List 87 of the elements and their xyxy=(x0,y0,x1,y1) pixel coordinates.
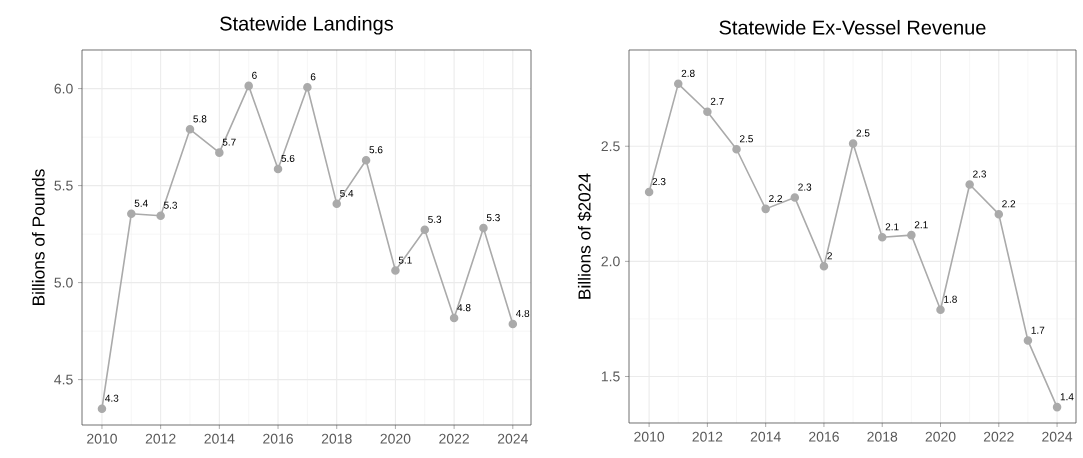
x-tick-label: 2018 xyxy=(321,433,352,444)
data-label: 5.4 xyxy=(134,199,148,207)
point xyxy=(508,319,518,329)
y-tick-label: 6.0 xyxy=(54,83,73,94)
point xyxy=(819,261,829,271)
point xyxy=(848,139,858,148)
x-tick-label: 2016 xyxy=(263,433,293,444)
data-label: 5.8 xyxy=(193,115,207,123)
point xyxy=(303,82,312,92)
data-label: 5.1 xyxy=(398,256,412,264)
data-label: 5.6 xyxy=(281,154,295,162)
data-label: 2.5 xyxy=(856,129,870,137)
point xyxy=(156,211,165,220)
x-tick-label: 2010 xyxy=(634,431,665,442)
data-label: 5.7 xyxy=(222,138,236,146)
data-label: 6 xyxy=(310,73,316,81)
data-label: 2.8 xyxy=(681,69,695,77)
point xyxy=(273,164,283,174)
data-label: 2.1 xyxy=(885,223,899,231)
point xyxy=(244,81,253,91)
y-tick-label: 2.5 xyxy=(601,141,620,152)
x-tick-label: 2022 xyxy=(983,431,1014,442)
point xyxy=(965,180,974,189)
point xyxy=(479,223,488,233)
x-tick-label: 2012 xyxy=(692,431,723,442)
y-tick-label: 5.0 xyxy=(54,277,73,288)
data-label: 1.7 xyxy=(1031,326,1045,334)
data-label: 2.5 xyxy=(739,135,753,143)
y-axis-title: Billions of $2024 xyxy=(577,173,592,299)
data-label: 4.8 xyxy=(515,309,530,317)
point xyxy=(703,107,712,116)
chart-title: Statewide Ex-Vessel Revenue xyxy=(719,19,986,35)
data-label: 4.3 xyxy=(105,394,119,402)
point xyxy=(994,209,1004,219)
data-label: 2.3 xyxy=(652,178,666,186)
x-tick-label: 2012 xyxy=(145,433,176,444)
point xyxy=(644,187,654,197)
data-label: 4.8 xyxy=(457,304,471,312)
point xyxy=(936,305,945,314)
x-tick-label: 2022 xyxy=(439,433,469,444)
point xyxy=(877,232,887,242)
x-tick-label: 2014 xyxy=(750,431,781,442)
point xyxy=(185,125,195,134)
data-label: 5.4 xyxy=(340,189,354,197)
x-tick-label: 2024 xyxy=(1042,431,1073,442)
point xyxy=(420,225,430,235)
chart-title: Statewide Landings xyxy=(220,15,393,35)
data-label: 2.3 xyxy=(973,170,987,178)
data-label: 6 xyxy=(252,71,257,79)
point xyxy=(732,144,741,154)
data-label: 1.4 xyxy=(1060,393,1074,401)
point xyxy=(761,204,770,214)
x-tick-label: 2018 xyxy=(867,431,898,442)
point xyxy=(790,193,800,202)
y-axis-title: Billions of Pounds xyxy=(31,169,45,305)
x-tick-label: 2024 xyxy=(497,433,528,444)
y-tick-label: 4.5 xyxy=(54,374,73,385)
point xyxy=(1023,336,1033,345)
data-label: 5.3 xyxy=(428,215,442,223)
x-tick-label: 2010 xyxy=(87,433,117,444)
y-tick-label: 2.0 xyxy=(601,256,620,267)
y-tick-label: 1.5 xyxy=(601,371,620,382)
x-tick-label: 2016 xyxy=(809,431,839,442)
x-tick-label: 2014 xyxy=(204,433,235,444)
point xyxy=(1052,402,1062,412)
point xyxy=(127,209,136,218)
point xyxy=(673,79,683,89)
x-tick-label: 2020 xyxy=(925,431,956,442)
data-label: 2.7 xyxy=(710,97,724,105)
data-label: 5.3 xyxy=(163,201,178,209)
data-label: 2 xyxy=(827,252,832,260)
data-label: 5.6 xyxy=(369,146,383,154)
point xyxy=(449,313,459,323)
y-tick-label: 5.5 xyxy=(54,180,73,191)
data-label: 2.1 xyxy=(914,221,928,229)
point xyxy=(361,155,371,165)
point xyxy=(215,148,224,157)
point xyxy=(97,404,107,413)
point xyxy=(391,266,400,275)
data-label: 2.2 xyxy=(769,194,782,202)
point xyxy=(332,199,341,209)
x-tick-label: 2020 xyxy=(380,433,411,444)
data-label: 5.3 xyxy=(486,214,500,222)
point xyxy=(907,230,916,240)
data-label: 2.3 xyxy=(798,183,812,191)
data-label: 1.8 xyxy=(944,295,957,303)
data-label: 2.2 xyxy=(1002,200,1016,208)
